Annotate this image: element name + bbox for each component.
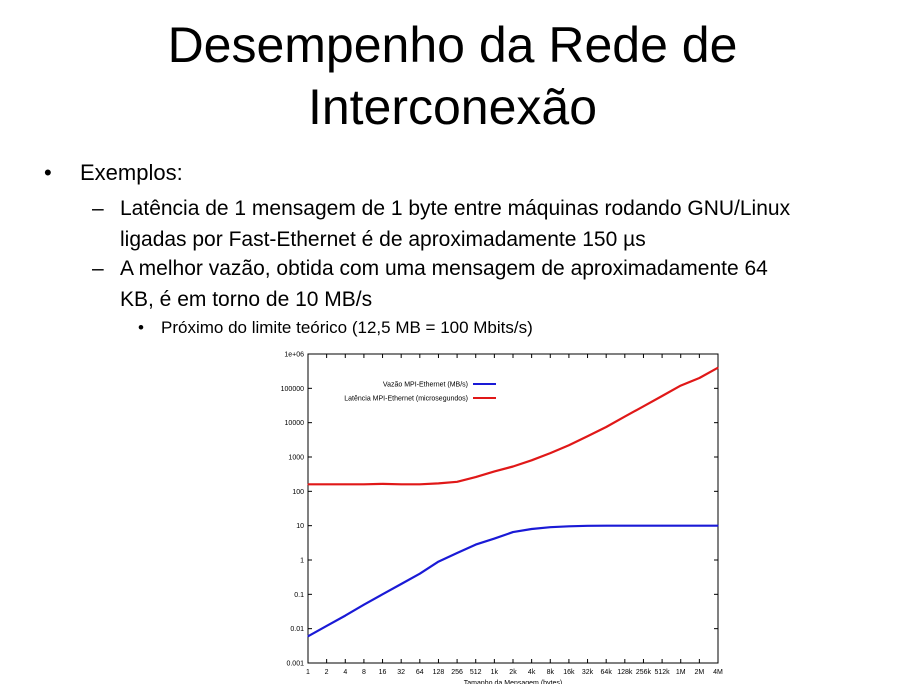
data-point-throughput bbox=[680, 525, 682, 527]
y-tick-label: 0.01 bbox=[290, 626, 304, 633]
data-point-latency bbox=[624, 416, 626, 418]
data-point-throughput bbox=[307, 635, 309, 637]
data-point-latency bbox=[642, 405, 645, 407]
data-point-latency bbox=[307, 483, 309, 485]
data-point-throughput bbox=[400, 583, 402, 585]
y-tick-label: 1e+06 bbox=[284, 352, 304, 359]
x-tick-label: 1k bbox=[491, 669, 499, 676]
x-tick-label: 512k bbox=[654, 669, 670, 676]
data-point-latency bbox=[605, 426, 607, 428]
x-tick-label: 256 bbox=[451, 669, 463, 676]
data-point-throughput bbox=[568, 525, 570, 527]
legend-label-throughput: Vazão MPI-Ethernet (MB/s) bbox=[383, 382, 468, 389]
x-tick-label: 128 bbox=[433, 669, 445, 676]
x-tick-label: 2 bbox=[325, 669, 329, 676]
sub-sub-bullet-limit-text: Próximo do limite teórico (12,5 MB = 100… bbox=[161, 318, 533, 337]
x-tick-label: 4k bbox=[528, 669, 536, 676]
data-point-throughput bbox=[381, 593, 384, 595]
y-tick-label: 100 bbox=[292, 489, 304, 496]
x-tick-label: 64k bbox=[601, 669, 613, 676]
data-point-latency bbox=[698, 377, 700, 379]
title-line-1: Desempenho da Rede de bbox=[167, 17, 738, 73]
title-line-2: Interconexão bbox=[307, 79, 598, 135]
data-point-throughput bbox=[456, 552, 458, 554]
y-tick-label: 0.1 bbox=[294, 592, 304, 599]
x-tick-label: 32 bbox=[397, 669, 405, 676]
x-tick-label: 2M bbox=[694, 669, 704, 676]
y-tick-label: 1 bbox=[300, 558, 304, 565]
legend-label-latency: Latência MPI-Ethernet (microsegundos) bbox=[344, 396, 468, 403]
throughput-line-2: KB, é em torno de 10 MB/s bbox=[120, 288, 373, 311]
data-point-latency bbox=[717, 367, 719, 369]
data-point-throughput bbox=[698, 525, 700, 527]
data-point-latency bbox=[568, 444, 570, 446]
dash-marker: – bbox=[92, 197, 104, 220]
x-axis-label: Tamanho da Mensagem (bytes) bbox=[464, 680, 562, 684]
y-tick-label: 100000 bbox=[281, 386, 304, 393]
data-point-latency bbox=[512, 465, 514, 468]
data-point-throughput bbox=[512, 531, 514, 533]
x-tick-label: 8k bbox=[547, 669, 555, 676]
x-tick-label: 16 bbox=[379, 669, 387, 676]
throughput-line-1: A melhor vazão, obtida com uma mensagem … bbox=[120, 257, 768, 280]
x-tick-label: 32k bbox=[582, 669, 594, 676]
data-point-throughput bbox=[605, 525, 607, 527]
y-tick-label: 10000 bbox=[285, 420, 305, 427]
x-tick-label: 128k bbox=[617, 669, 633, 676]
data-point-throughput bbox=[326, 625, 328, 627]
bullet-dot: • bbox=[138, 318, 144, 337]
data-point-throughput bbox=[531, 528, 533, 530]
data-point-throughput bbox=[717, 525, 719, 527]
dash-marker: – bbox=[92, 257, 104, 280]
x-tick-label: 64 bbox=[416, 669, 424, 676]
x-tick-label: 16k bbox=[563, 669, 575, 676]
latency-line-2: ligadas por Fast-Ethernet é de aproximad… bbox=[120, 228, 646, 251]
data-point-latency bbox=[456, 481, 458, 483]
data-point-latency bbox=[381, 483, 384, 485]
data-point-latency bbox=[549, 452, 551, 454]
data-point-latency bbox=[586, 435, 589, 437]
series-line-throughput bbox=[307, 524, 718, 638]
x-tick-label: 1M bbox=[676, 669, 686, 676]
bullet-examples-text: Exemplos: bbox=[80, 160, 183, 185]
data-point-throughput bbox=[642, 525, 645, 527]
x-tick-label: 4 bbox=[343, 669, 347, 676]
x-tick-label: 256k bbox=[636, 669, 652, 676]
data-point-latency bbox=[326, 483, 328, 485]
data-point-throughput bbox=[549, 526, 551, 528]
data-point-throughput bbox=[661, 525, 663, 527]
data-point-throughput bbox=[586, 525, 589, 527]
data-point-latency bbox=[661, 395, 663, 397]
sub-bullet-throughput-text: A melhor vazão, obtida com uma mensagem … bbox=[120, 253, 768, 315]
slide-title: Desempenho da Rede de Interconexão bbox=[0, 14, 905, 138]
data-point-latency bbox=[493, 470, 495, 473]
data-point-throughput bbox=[624, 525, 626, 527]
data-point-latency bbox=[344, 483, 346, 485]
y-tick-label: 0.001 bbox=[286, 661, 304, 668]
bullet-dot: • bbox=[44, 160, 52, 185]
data-point-latency bbox=[400, 483, 402, 485]
data-point-throughput bbox=[419, 573, 421, 575]
data-point-throughput bbox=[344, 615, 346, 617]
data-point-throughput bbox=[475, 544, 477, 546]
latency-line-1: Latência de 1 mensagem de 1 byte entre m… bbox=[120, 197, 791, 220]
data-point-latency bbox=[475, 476, 477, 478]
y-tick-label: 10 bbox=[296, 523, 304, 530]
x-tick-label: 8 bbox=[362, 669, 366, 676]
x-tick-label: 2k bbox=[509, 669, 517, 676]
data-point-latency bbox=[531, 459, 533, 461]
sub-bullet-latency-text: Latência de 1 mensagem de 1 byte entre m… bbox=[120, 193, 790, 255]
data-point-throughput bbox=[493, 538, 495, 540]
data-point-throughput bbox=[363, 604, 365, 606]
data-point-throughput bbox=[437, 560, 440, 563]
x-tick-label: 4M bbox=[713, 669, 723, 676]
x-tick-label: 1 bbox=[306, 669, 310, 676]
x-tick-label: 512 bbox=[470, 669, 482, 676]
data-point-latency bbox=[680, 385, 682, 387]
data-point-latency bbox=[437, 482, 440, 485]
y-tick-label: 1000 bbox=[288, 455, 304, 462]
data-point-latency bbox=[363, 483, 365, 485]
data-point-latency bbox=[419, 483, 421, 485]
